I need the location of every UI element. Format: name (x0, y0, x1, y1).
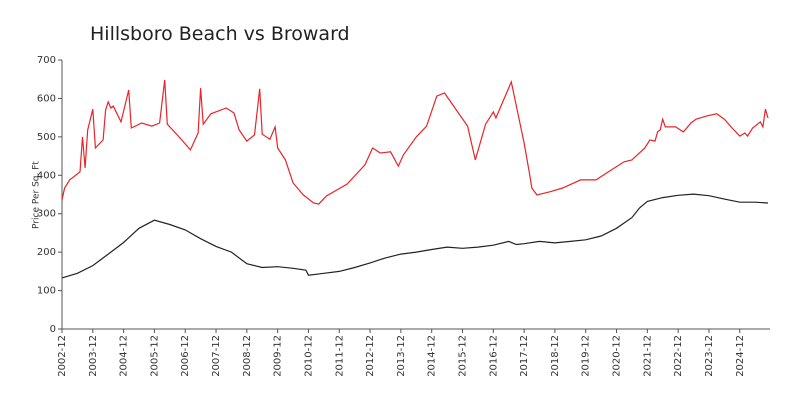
x-tick-label: 2004-12 (119, 335, 130, 377)
y-tick-label: 300 (37, 209, 56, 220)
chart-title: Hillsboro Beach vs Broward (90, 23, 350, 45)
x-tick-label: 2014-12 (427, 335, 438, 377)
y-tick-label: 600 (37, 93, 56, 104)
x-tick-label: 2009-12 (273, 335, 284, 377)
x-tick-label: 2024-12 (735, 335, 746, 377)
x-tick-label: 2010-12 (303, 335, 314, 377)
x-tick-label: 2022-12 (673, 335, 684, 377)
y-tick-label: 200 (37, 247, 56, 258)
x-tick-label: 2021-12 (642, 335, 653, 377)
series-line (61, 79, 769, 205)
x-tick-label: 2023-12 (704, 335, 715, 377)
x-tick-label: 2005-12 (149, 335, 160, 377)
x-tick-label: 2012-12 (365, 335, 376, 377)
x-tick-label: 2007-12 (211, 335, 222, 377)
x-tick-label: 2017-12 (519, 335, 530, 377)
x-tick-label: 2011-12 (334, 335, 345, 377)
y-tick-label: 400 (37, 170, 56, 181)
series-line (61, 193, 769, 279)
x-tick-label: 2006-12 (180, 335, 191, 377)
x-tick-label: 2015-12 (457, 335, 468, 377)
x-tick-label: 2013-12 (396, 335, 407, 377)
y-tick-label: 500 (37, 132, 56, 143)
y-tick-label: 700 (37, 55, 56, 66)
x-tick-label: 2019-12 (581, 335, 592, 377)
x-tick-label: 2018-12 (550, 335, 561, 377)
x-tick-label: 2002-12 (57, 335, 68, 377)
y-tick-label: 100 (37, 286, 56, 297)
x-tick-label: 2008-12 (242, 335, 253, 377)
x-tick-label: 2020-12 (612, 335, 623, 377)
x-tick-label: 2003-12 (88, 335, 99, 377)
y-tick-label: 0 (50, 324, 56, 335)
x-tick-label: 2016-12 (488, 335, 499, 377)
y-axis-label: Price Per Sq. Ft (32, 161, 42, 229)
